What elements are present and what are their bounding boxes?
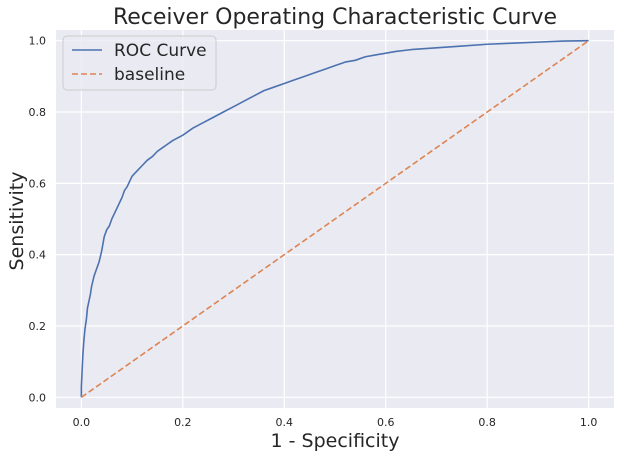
y-axis-title: Sensitivity [6, 172, 28, 271]
y-tick-label: 0.6 [29, 177, 47, 190]
series-layer [80, 39, 590, 398]
x-tick-label: 0.8 [478, 416, 496, 429]
x-axis-title: 1 - Specificity [271, 430, 400, 452]
x-axis-ticks: 0.0 0.2 0.4 0.6 0.8 1.0 [73, 416, 598, 429]
legend-label-roc: ROC Curve [114, 41, 207, 61]
baseline-line [80, 40, 590, 398]
x-tick-label: 1.0 [580, 416, 598, 429]
y-tick-label: 1.0 [29, 35, 47, 48]
x-tick-label: 0.4 [276, 416, 294, 429]
y-tick-label: 0.2 [29, 320, 47, 333]
y-tick-label: 0.0 [29, 391, 47, 404]
roc-curve-line [80, 39, 589, 398]
y-tick-label: 0.4 [29, 249, 47, 262]
x-tick-label: 0.2 [174, 416, 192, 429]
legend: ROC Curve baseline [62, 35, 217, 91]
chart-title: Receiver Operating Characteristic Curve [113, 5, 557, 30]
x-tick-label: 0.6 [377, 416, 395, 429]
y-axis-ticks: 0.0 0.2 0.4 0.6 0.8 1.0 [29, 35, 47, 405]
x-tick-label: 0.0 [73, 416, 91, 429]
legend-label-baseline: baseline [114, 65, 185, 85]
y-tick-label: 0.8 [29, 106, 47, 119]
grid [56, 30, 614, 408]
